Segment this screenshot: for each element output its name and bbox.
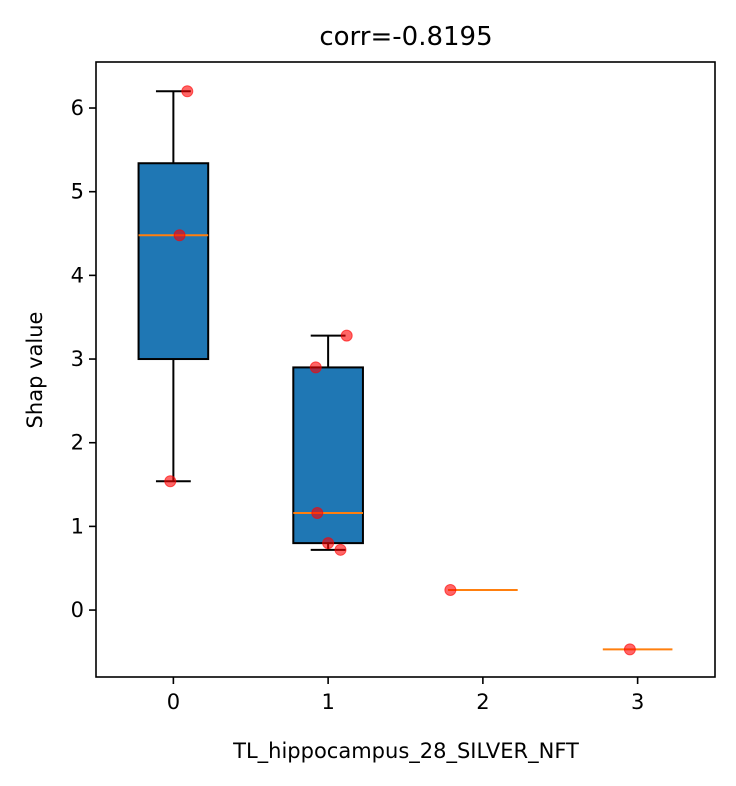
x-tick-label: 2 — [476, 690, 489, 714]
plot-frame — [95, 61, 716, 678]
data-point — [311, 507, 324, 519]
x-tick-label: 1 — [321, 690, 334, 714]
box-group-0 — [137, 90, 210, 483]
y-tick-label: 3 — [71, 347, 84, 371]
data-point — [164, 475, 177, 488]
data-point — [340, 329, 353, 342]
data-point — [334, 543, 347, 556]
plot-area — [137, 85, 673, 656]
y-tick-label: 6 — [71, 96, 84, 120]
data-point — [623, 643, 636, 656]
y-axis-label: Shap value — [23, 312, 47, 429]
x-tick-label: 3 — [631, 690, 644, 714]
box — [292, 366, 364, 545]
y-tick-label: 1 — [71, 514, 84, 538]
box-group-1 — [292, 334, 364, 551]
data-points — [164, 85, 636, 656]
y-tick-label: 5 — [71, 180, 84, 204]
data-point — [322, 537, 335, 550]
y-axis: 0 1 2 3 4 5 6 — [71, 96, 96, 622]
y-tick-label: 4 — [71, 263, 84, 287]
x-axis: 0 1 2 3 — [167, 677, 644, 714]
chart-title: corr=-0.8195 — [319, 22, 492, 52]
data-point — [173, 229, 186, 242]
y-tick-label: 2 — [71, 431, 84, 455]
x-axis-label: TL_hippocampus_28_SILVER_NFT — [232, 739, 579, 764]
data-point — [444, 583, 457, 596]
data-point — [181, 85, 194, 98]
data-point — [309, 361, 322, 374]
y-tick-label: 0 — [71, 598, 84, 622]
x-tick-label: 0 — [167, 690, 180, 714]
box — [137, 162, 210, 361]
